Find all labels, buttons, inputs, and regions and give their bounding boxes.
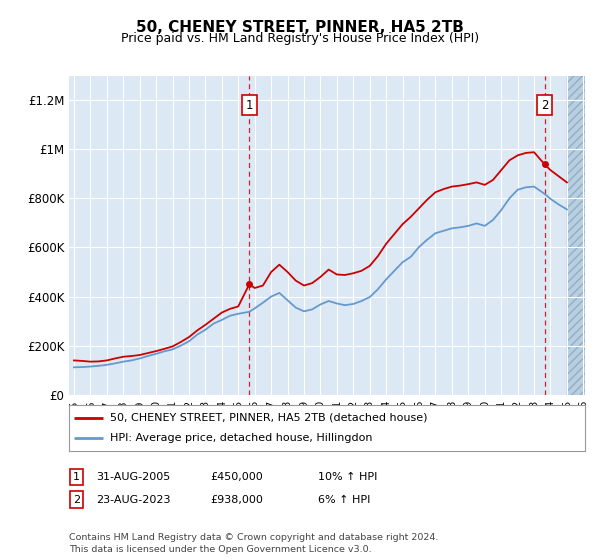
Text: 6% ↑ HPI: 6% ↑ HPI	[318, 494, 370, 505]
Text: £450,000: £450,000	[210, 472, 263, 482]
Text: £938,000: £938,000	[210, 494, 263, 505]
Text: 10% ↑ HPI: 10% ↑ HPI	[318, 472, 377, 482]
Text: 50, CHENEY STREET, PINNER, HA5 2TB (detached house): 50, CHENEY STREET, PINNER, HA5 2TB (deta…	[110, 413, 428, 423]
Text: 2: 2	[73, 494, 80, 505]
Text: 31-AUG-2005: 31-AUG-2005	[96, 472, 170, 482]
Text: 2: 2	[541, 99, 548, 111]
Text: 1: 1	[245, 99, 253, 111]
Text: Contains HM Land Registry data © Crown copyright and database right 2024.
This d: Contains HM Land Registry data © Crown c…	[69, 533, 439, 554]
Text: 23-AUG-2023: 23-AUG-2023	[96, 494, 170, 505]
Text: 50, CHENEY STREET, PINNER, HA5 2TB: 50, CHENEY STREET, PINNER, HA5 2TB	[136, 20, 464, 35]
Text: 1: 1	[73, 472, 80, 482]
Text: Price paid vs. HM Land Registry's House Price Index (HPI): Price paid vs. HM Land Registry's House …	[121, 32, 479, 45]
Text: HPI: Average price, detached house, Hillingdon: HPI: Average price, detached house, Hill…	[110, 433, 373, 443]
